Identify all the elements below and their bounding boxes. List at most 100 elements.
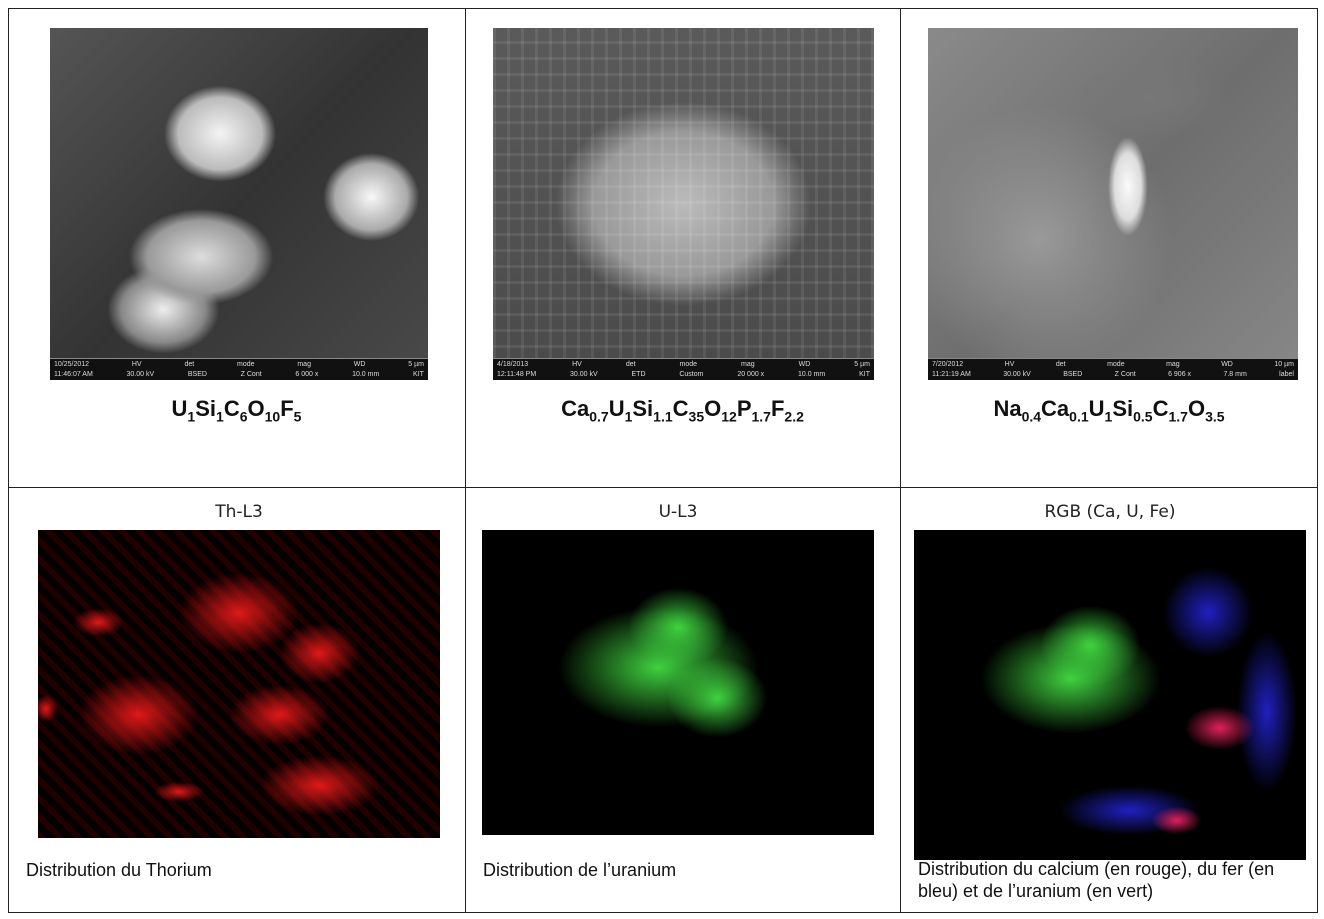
info-bar: 4/18/2013 HV det mode mag WD 5 µm 12:11:48 PM 30… [493,358,874,380]
element: C [1153,396,1169,421]
caption: Distribution de l’uranium [483,859,888,881]
info-text: mode [237,361,255,368]
info-text: mag [297,361,311,368]
info-text: WD [354,361,366,368]
info-text: 6 000 x [295,371,318,378]
element: U [609,396,625,421]
subscript: 1.7 [752,408,771,424]
info-text: KIT [859,371,870,378]
info-text: 5 µm [408,361,424,368]
element: Si [632,396,653,421]
info-text: 30.00 kV [1003,371,1031,378]
info-row: 7/20/2012 HV det mode mag WD 10 µm [932,361,1294,368]
subscript: 0.5 [1133,408,1152,424]
info-text: BSED [1063,371,1082,378]
info-row: 11:46:07 AM 30.00 kV BSED Z Cont 6 000 x 10.0… [54,371,424,378]
sem-image: 4/18/2013 HV det mode mag WD 5 µm 12:11:48 PM 30… [493,28,874,380]
element: F [771,396,784,421]
info-text: 5 µm [854,361,870,368]
info-text: 10/25/2012 [54,361,89,368]
info-text: WD [799,361,811,368]
info-text: Z Cont [241,371,262,378]
formula: U1Si1C6O10F5 [8,396,465,424]
info-text: HV [572,361,582,368]
info-text: det [626,361,636,368]
info-row: 4/18/2013 HV det mode mag WD 5 µm [497,361,870,368]
info-text: 7/20/2012 [932,361,963,368]
sem-image: 7/20/2012 HV det mode mag WD 10 µm 11:21:19 AM 3… [928,28,1298,380]
element: O [248,396,265,421]
element: P [737,396,752,421]
table-border [1317,8,1318,913]
info-text: label [1279,371,1294,378]
element: Na [993,396,1021,421]
col-divider [465,8,466,913]
table-border [8,8,9,913]
info-text: 6 906 x [1168,371,1191,378]
subscript: 1.1 [653,408,672,424]
element: Si [195,396,216,421]
info-text: HV [132,361,142,368]
xrf-map [914,530,1306,860]
element: O [1188,396,1205,421]
info-text: 20 000 x [737,371,764,378]
info-text: mag [1166,361,1180,368]
table-border [8,912,1318,913]
element: Ca [561,396,589,421]
info-text: det [184,361,194,368]
subscript: 3.5 [1205,408,1224,424]
info-text: BSED [188,371,207,378]
sem-image: 10/25/2012 HV det mode mag WD 5 µm 11:46:07 AM 3… [50,28,428,380]
subscript: 10 [265,408,281,424]
info-text: 11:46:07 AM [54,371,93,378]
formula: Na0.4Ca0.1U1Si0.5C1.7O3.5 [900,396,1318,424]
info-text: det [1056,361,1066,368]
map-title: RGB (Ca, U, Fe) [914,502,1306,522]
info-row: 10/25/2012 HV det mode mag WD 5 µm [54,361,424,368]
info-row: 11:21:19 AM 30.00 kV BSED Z Cont 6 906 x 7.8 … [932,371,1294,378]
info-text: ETD [632,371,646,378]
info-text: 10.0 mm [352,371,379,378]
info-text: 30.00 kV [570,371,598,378]
info-text: 10.0 mm [798,371,825,378]
subscript: 0.1 [1069,408,1088,424]
subscript: 5 [294,408,302,424]
subscript: 1 [216,408,224,424]
info-text: mode [680,361,698,368]
info-text: KIT [413,371,424,378]
info-text: Custom [679,371,703,378]
xrf-map [38,530,440,838]
map-title: U-L3 [482,502,874,522]
caption: Distribution du Thorium [26,859,453,881]
element: O [704,396,721,421]
info-bar: 10/25/2012 HV det mode mag WD 5 µm 11:46:07 AM 3… [50,358,428,380]
element: Si [1112,396,1133,421]
col-divider [900,8,901,913]
subscript: 0.7 [589,408,608,424]
info-text: 7.8 mm [1223,371,1246,378]
subscript: 12 [721,408,737,424]
element: C [224,396,240,421]
element: U [172,396,188,421]
info-text: 30.00 kV [127,371,155,378]
subscript: 1.7 [1168,408,1187,424]
element: Ca [1041,396,1069,421]
subscript: 0.4 [1022,408,1041,424]
info-text: 11:21:19 AM [932,371,971,378]
element: U [1089,396,1105,421]
subscript: 35 [689,408,705,424]
map-title: Th-L3 [38,502,440,522]
info-text: mode [1107,361,1125,368]
page: 10/25/2012 HV det mode mag WD 5 µm 11:46:07 AM 3… [0,0,1324,919]
subscript: 6 [240,408,248,424]
info-text: mag [741,361,755,368]
info-text: 4/18/2013 [497,361,528,368]
element: C [673,396,689,421]
info-text: Z Cont [1115,371,1136,378]
info-text: 12:11:48 PM [497,371,536,378]
info-text: HV [1005,361,1015,368]
subscript: 2.2 [784,408,803,424]
table-border [8,8,1318,9]
info-text: WD [1221,361,1233,368]
info-text: 10 µm [1274,361,1294,368]
